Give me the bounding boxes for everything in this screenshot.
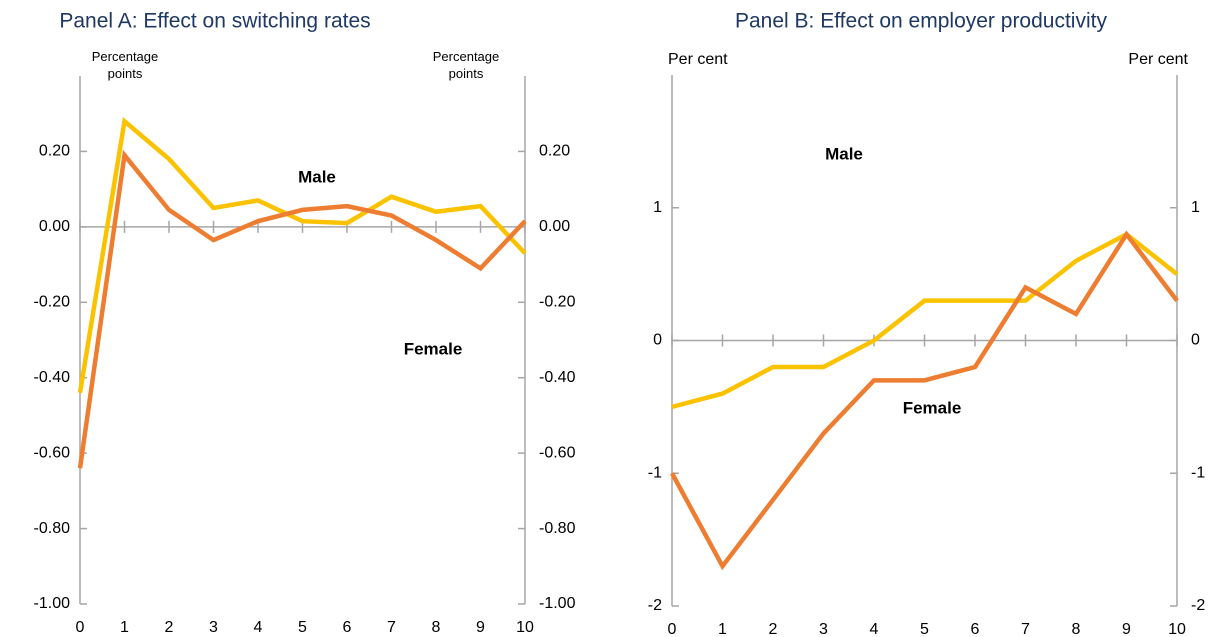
x-tick-label: 2 [769,621,778,637]
x-tick-label: 1 [120,619,129,636]
x-tick-label: 2 [165,619,174,636]
y-tick-label-right: -1.00 [539,595,576,612]
x-tick-label: 5 [298,619,307,636]
series-line [77,149,527,469]
x-tick-label: 8 [1072,621,1081,637]
y-tick-label: -0.60 [34,444,71,461]
y-tick-label: -0.40 [34,369,71,386]
series-label: Female [903,398,962,417]
y-tick-label: -0.20 [34,294,71,311]
chart-title: Panel A: Effect on switching rates [59,10,370,33]
y-tick-label-right: 0.00 [539,218,570,235]
x-tick-label: 1 [718,621,727,637]
x-tick-label: 7 [387,619,396,636]
y-tick-label: 0.20 [39,143,70,160]
series-label: Male [825,144,863,163]
y-tick-label-right: -0.40 [539,369,576,386]
x-tick-label: 9 [476,619,485,636]
x-tick-label: 9 [1122,621,1131,637]
y-tick-label: 1 [653,199,662,216]
series-line [77,116,527,394]
series-label: Female [404,339,463,358]
y-tick-label: -1 [648,464,662,481]
x-tick-label: 4 [254,619,263,636]
x-tick-label: 10 [516,619,534,636]
x-tick-label: 3 [209,619,218,636]
y-tick-label: -1.00 [34,595,71,612]
x-tick-label: 0 [76,619,85,636]
y-tick-label: 0 [653,332,662,349]
axis-unit: Per cent [1128,51,1188,68]
axis-unit: Percentage points [91,49,159,81]
x-tick-label: 8 [432,619,441,636]
x-tick-label: 10 [1168,621,1186,637]
x-tick-label: 5 [920,621,929,637]
series-line [670,230,1179,571]
axis-unit: Percentage points [432,49,500,81]
series-line [671,231,1179,410]
y-tick-label-right: 0 [1191,332,1200,349]
y-tick-label-right: -0.20 [539,294,576,311]
y-tick-label-right: -0.60 [539,444,576,461]
y-tick-label: -0.80 [34,520,71,537]
series-label: Male [298,167,336,186]
x-tick-label: 6 [343,619,352,636]
y-tick-label: 0.00 [39,218,70,235]
y-tick-label: -2 [648,597,662,614]
x-tick-label: 4 [870,621,879,637]
chart-title: Panel B: Effect on employer productivity [735,10,1107,33]
y-tick-label-right: -2 [1191,597,1205,614]
axis-unit: Per cent [668,51,728,68]
x-tick-label: 3 [819,621,828,637]
y-tick-label-right: 0.20 [539,143,570,160]
x-tick-label: 6 [971,621,980,637]
y-tick-label-right: -0.80 [539,520,576,537]
y-tick-label-right: -1 [1191,464,1205,481]
x-tick-label: 0 [668,621,677,637]
y-tick-label-right: 1 [1191,199,1200,216]
x-tick-label: 7 [1021,621,1030,637]
